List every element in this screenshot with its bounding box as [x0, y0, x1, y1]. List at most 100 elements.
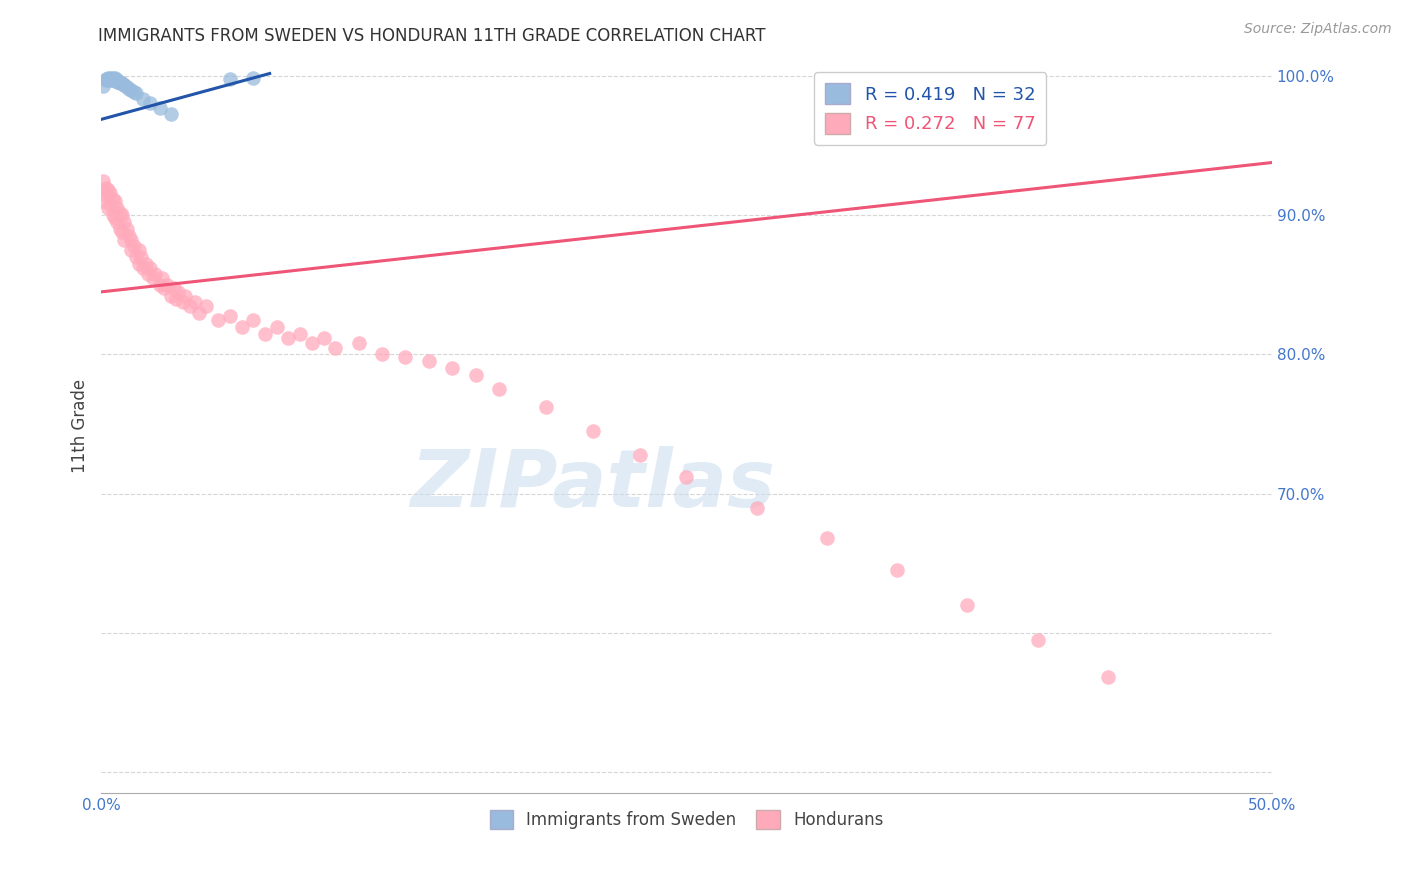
Point	[132, 261, 155, 276]
Point	[301, 336, 323, 351]
Text: Source: ZipAtlas.com: Source: ZipAtlas.com	[1244, 22, 1392, 37]
Point	[174, 289, 197, 303]
Point	[100, 73, 122, 87]
Point	[125, 250, 148, 264]
Point	[114, 78, 136, 92]
Point	[195, 299, 218, 313]
Point	[312, 331, 335, 345]
Point	[628, 448, 651, 462]
Point	[104, 73, 127, 87]
Point	[104, 211, 127, 226]
Point	[266, 319, 288, 334]
Point	[150, 271, 173, 285]
Point	[745, 500, 768, 515]
Point	[97, 73, 120, 87]
Point	[118, 229, 141, 244]
Point	[534, 401, 557, 415]
Point	[108, 205, 131, 219]
Point	[143, 267, 166, 281]
Point	[104, 194, 127, 209]
Point	[441, 361, 464, 376]
Point	[253, 326, 276, 341]
Point	[97, 202, 120, 216]
Point	[179, 299, 201, 313]
Point	[1097, 670, 1119, 684]
Point	[129, 250, 152, 264]
Point	[115, 80, 138, 95]
Point	[815, 531, 838, 545]
Point	[160, 107, 183, 121]
Point	[167, 285, 190, 299]
Point	[242, 70, 264, 85]
Point	[104, 72, 127, 87]
Point	[93, 78, 115, 93]
Y-axis label: 11th Grade: 11th Grade	[72, 379, 89, 473]
Point	[122, 85, 145, 99]
Point	[111, 225, 134, 239]
Point	[114, 78, 136, 92]
Point	[1026, 632, 1049, 647]
Point	[94, 180, 117, 194]
Text: ZIPatlas: ZIPatlas	[411, 446, 775, 524]
Point	[149, 101, 172, 115]
Point	[132, 91, 155, 105]
Point	[135, 257, 157, 271]
Point	[956, 598, 979, 612]
Point	[183, 294, 205, 309]
Point	[172, 294, 194, 309]
Point	[160, 289, 183, 303]
Point	[93, 173, 115, 187]
Point	[371, 347, 394, 361]
Point	[108, 76, 131, 90]
Point	[121, 83, 143, 97]
Point	[149, 277, 172, 292]
Point	[118, 82, 141, 96]
Point	[128, 243, 150, 257]
Point	[165, 292, 187, 306]
Point	[100, 70, 122, 85]
Point	[347, 336, 370, 351]
Point	[111, 76, 134, 90]
Point	[488, 382, 510, 396]
Point	[104, 70, 127, 85]
Point	[394, 351, 416, 365]
Point	[128, 257, 150, 271]
Point	[111, 208, 134, 222]
Point	[107, 215, 129, 229]
Point	[277, 331, 299, 345]
Point	[136, 267, 159, 281]
Point	[218, 72, 240, 87]
Point	[156, 277, 179, 292]
Point	[101, 73, 124, 87]
Point	[115, 222, 138, 236]
Point	[100, 72, 122, 87]
Point	[94, 187, 117, 202]
Point	[94, 73, 117, 87]
Point	[153, 281, 176, 295]
Point	[675, 470, 697, 484]
Point	[93, 194, 115, 209]
Point	[101, 70, 124, 85]
Point	[107, 73, 129, 87]
Point	[101, 192, 124, 206]
Point	[582, 424, 605, 438]
Point	[142, 271, 165, 285]
Point	[207, 312, 229, 326]
Point	[107, 202, 129, 216]
Point	[125, 86, 148, 100]
Point	[94, 72, 117, 87]
Point	[101, 208, 124, 222]
Point	[288, 326, 311, 341]
Legend: Immigrants from Sweden, Hondurans: Immigrants from Sweden, Hondurans	[482, 803, 890, 836]
Point	[464, 368, 486, 383]
Text: IMMIGRANTS FROM SWEDEN VS HONDURAN 11TH GRADE CORRELATION CHART: IMMIGRANTS FROM SWEDEN VS HONDURAN 11TH …	[98, 27, 766, 45]
Point	[418, 354, 440, 368]
Point	[114, 215, 136, 229]
Point	[162, 281, 184, 295]
Point	[97, 70, 120, 85]
Point	[886, 563, 908, 577]
Point	[107, 75, 129, 89]
Point	[97, 183, 120, 197]
Point	[122, 239, 145, 253]
Point	[218, 309, 240, 323]
